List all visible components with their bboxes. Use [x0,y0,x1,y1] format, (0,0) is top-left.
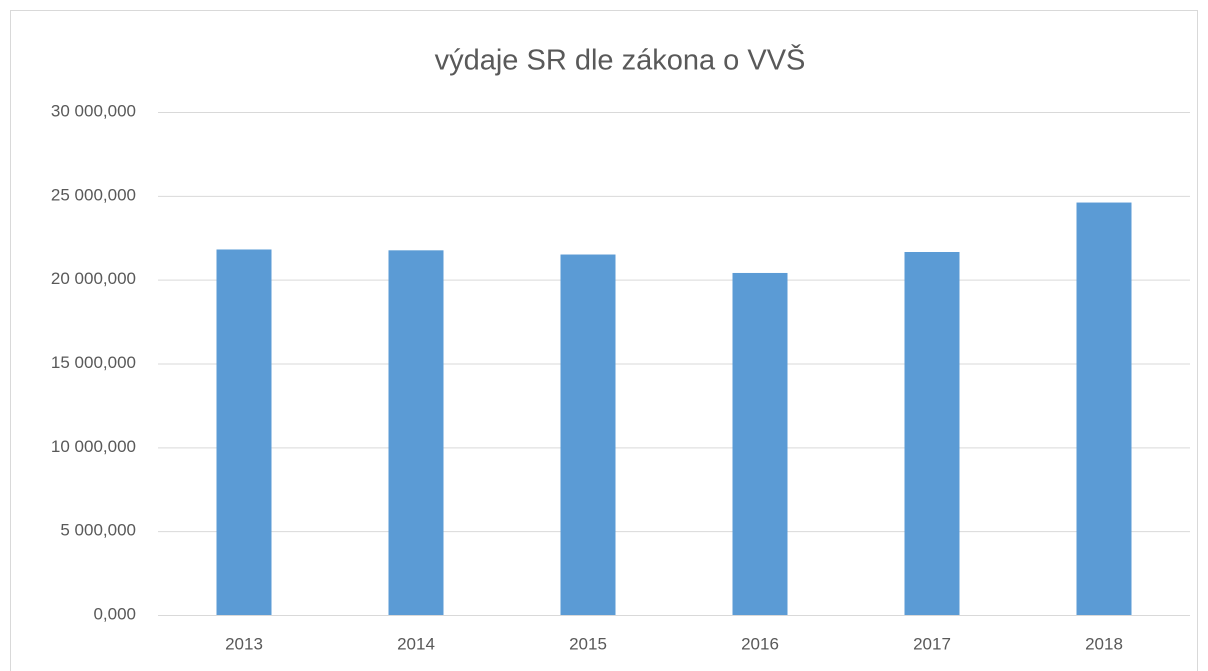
y-tick-label: 15 000,000 [51,353,136,372]
bar [1076,202,1132,616]
x-tick-label: 2015 [569,634,607,653]
y-tick-label: 10 000,000 [51,437,136,456]
y-tick-label: 20 000,000 [51,269,136,288]
x-tick-label: 2018 [1085,634,1123,653]
bar [388,250,444,615]
bar [216,249,272,615]
x-tick-label: 2017 [913,634,951,653]
bar [904,252,960,616]
y-tick-label: 0,000 [93,604,136,623]
chart-title: výdaje SR dle zákona o VVŠ [435,43,806,77]
y-tick-label: 5 000,000 [60,521,136,540]
bar [732,272,788,615]
x-tick-label: 2016 [741,634,779,653]
y-tick-label: 25 000,000 [51,185,136,204]
bar [560,254,616,615]
x-tick-label: 2013 [225,634,263,653]
x-tick-label: 2014 [397,634,435,653]
y-tick-label: 30 000,000 [51,101,136,120]
